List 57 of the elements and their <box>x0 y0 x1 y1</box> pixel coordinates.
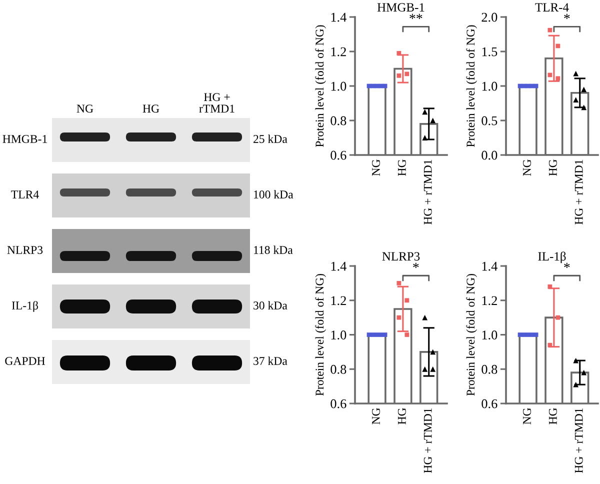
y-tick-label: 1.4 <box>331 262 346 271</box>
x-tick-label: HG + rTMD1 <box>424 408 432 474</box>
category-label: NLRP3 <box>7 246 43 254</box>
y-tick-label: 1.2 <box>331 296 346 306</box>
x-tick-label: HG <box>398 160 406 176</box>
category-label: HG + rTMD1 <box>199 93 234 113</box>
y-tick-label: 1.0 <box>482 330 498 340</box>
category-label: NG <box>76 104 94 113</box>
category-label: HG <box>142 104 160 113</box>
category-label: TLR4 <box>11 190 39 198</box>
y-tick-label: 0.6 <box>330 399 346 408</box>
y-tick-label: 1.2 <box>331 47 346 56</box>
category-label: HMGB-1 <box>2 135 47 143</box>
category-label: 25 kDa <box>254 134 288 143</box>
y-tick-label: 1.2 <box>482 296 497 306</box>
y-axis-title: Protein level (fold of NG) <box>466 274 478 396</box>
x-tick-label: NG <box>523 160 531 176</box>
y-axis-title: Protein level (fold of NG) <box>315 25 326 147</box>
y-tick-label: 1.0 <box>331 330 346 340</box>
y-tick-label: 1.4 <box>331 12 346 22</box>
y-tick-label: 0.6 <box>482 399 498 408</box>
x-tick-label: HG <box>398 408 406 424</box>
y-tick-label: 2.0 <box>482 12 498 22</box>
category-label: 118 kDa <box>254 246 293 254</box>
x-tick-label: NG <box>523 408 531 424</box>
annotation: * <box>413 262 419 268</box>
x-tick-label: HG <box>548 408 557 424</box>
x-tick-label: NG <box>372 160 380 176</box>
category-label: 100 kDa <box>254 190 294 198</box>
y-axis-title: Protein level (fold of NG) <box>315 274 326 396</box>
x-tick-label: HG + rTMD1 <box>574 160 583 225</box>
x-tick-label: HG <box>548 160 557 176</box>
y-tick-label: 0.5 <box>482 116 498 126</box>
chart-title: IL-1β <box>538 252 566 264</box>
category-label: IL-1β <box>12 301 38 312</box>
y-tick-label: 0.8 <box>482 364 498 374</box>
y-tick-label: 0.6 <box>330 150 346 160</box>
chart-title: HMGB-1 <box>377 3 424 12</box>
y-tick-label: 1.4 <box>482 262 498 271</box>
x-tick-label: HG + rTMD1 <box>424 160 432 225</box>
y-tick-label: 0.8 <box>330 116 346 126</box>
y-tick-label: 1.0 <box>331 82 346 91</box>
annotation: * <box>564 14 570 20</box>
x-tick-label: NG <box>372 408 380 424</box>
y-axis-title: Protein level (fold of NG) <box>466 25 478 147</box>
y-tick-label: 0.0 <box>482 150 498 160</box>
x-tick-label: HG + rTMD1 <box>574 408 583 474</box>
category-label: 37 kDa <box>254 356 288 365</box>
y-tick-label: 1.5 <box>482 47 498 56</box>
y-tick-label: 0.8 <box>330 364 346 374</box>
chart-title: TLR-4 <box>535 3 569 12</box>
annotation: * <box>564 262 570 268</box>
chart-title: NLRP3 <box>382 252 420 261</box>
annotation: ** <box>410 14 422 20</box>
category-label: 30 kDa <box>254 301 288 310</box>
y-tick-label: 1.0 <box>482 82 498 91</box>
category-label: GAPDH <box>5 357 45 365</box>
